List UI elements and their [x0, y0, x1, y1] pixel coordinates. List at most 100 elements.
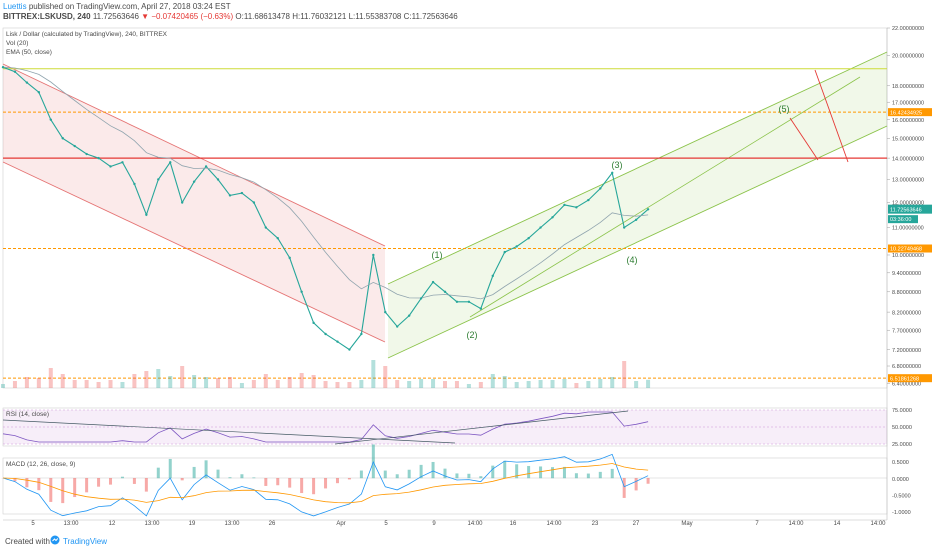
macd-histogram-bar	[503, 460, 507, 479]
countdown-bg	[888, 215, 918, 224]
price-data-point	[180, 201, 184, 204]
close-value: C:11.72563646	[403, 12, 458, 21]
high-value: H:11.76032121	[292, 12, 347, 21]
price-tick-label: 12.00000000	[892, 201, 924, 207]
price-data-point	[336, 340, 339, 343]
macd-histogram-bar	[574, 473, 578, 479]
macd-histogram-bar	[85, 478, 89, 493]
volume-bar	[502, 376, 507, 388]
volume-legend: Vol (20)	[6, 40, 28, 47]
time-tick-label: 5	[384, 521, 388, 527]
ascending-channel-fill	[388, 52, 887, 358]
volume-bar	[407, 381, 412, 388]
volume-bar	[634, 381, 639, 388]
descending-channel-bottom	[2, 161, 386, 343]
price-data-point	[539, 226, 542, 229]
volume-bar	[24, 377, 29, 388]
volume-bar	[526, 381, 531, 388]
volume-bar	[108, 380, 113, 388]
macd-histogram-bar	[335, 478, 339, 484]
macd-histogram-bar	[168, 458, 172, 479]
price-data-point	[491, 274, 494, 278]
macd-signal-line	[2, 463, 649, 504]
price-data-point	[264, 226, 268, 229]
wave-label: (5)	[779, 104, 790, 114]
level-label-text: 10.22749468	[890, 247, 922, 253]
volume-bar	[275, 380, 280, 388]
pane-border-2	[2, 457, 888, 515]
price-data-point	[646, 208, 650, 211]
volume-bar	[204, 377, 209, 388]
price-data-point	[240, 191, 244, 195]
macd-histogram-bar	[37, 478, 41, 491]
volume-bar	[538, 380, 543, 388]
macd-histogram-bar	[479, 476, 483, 479]
macd-tick-label: -0.5000	[892, 494, 911, 500]
macd-histogram-bar	[156, 467, 160, 479]
macd-histogram-bar	[455, 473, 459, 479]
macd-tick-label: -1.0000	[892, 510, 911, 516]
volume-bar	[36, 378, 41, 388]
volume-bar	[419, 379, 424, 388]
volume-bar	[96, 382, 101, 388]
volume-bar	[443, 381, 447, 388]
macd-histogram-bar	[180, 478, 184, 481]
macd-histogram-bar	[395, 474, 399, 479]
price-data-point	[49, 118, 52, 121]
volume-bar	[646, 379, 651, 388]
wave-label: (2)	[467, 330, 478, 340]
macd-histogram-bar	[419, 464, 423, 479]
volume-bar	[216, 378, 221, 388]
volume-bar	[144, 371, 149, 388]
price-data-point	[300, 290, 303, 293]
price-tick-label: 22.00000000	[892, 26, 924, 32]
macd-histogram-bar	[634, 478, 638, 491]
price-data-point	[348, 348, 351, 351]
volume-bar	[60, 374, 65, 388]
price-tick-label: 9.40000000	[892, 271, 921, 277]
time-tick-label: 13:00	[63, 521, 79, 527]
price-data-point	[384, 310, 387, 314]
open-value: O:11.68613478	[235, 12, 290, 21]
price-data-point	[192, 180, 196, 183]
macd-histogram-bar	[49, 478, 53, 502]
rsi-trendline-2	[334, 410, 629, 445]
level-label-bg	[888, 244, 932, 253]
price-data-point	[396, 325, 399, 328]
price-data-point	[455, 300, 459, 303]
volume-bar	[239, 383, 244, 388]
price-tick-label: 8.20000000	[892, 310, 921, 316]
price-data-point	[622, 226, 626, 229]
price-data-point	[443, 290, 447, 293]
macd-histogram-bar	[598, 471, 602, 479]
price-data-point	[228, 194, 232, 197]
price-chart[interactable]: 22.00000000 20.00000000 18.00000000 17.0000…	[0, 22, 932, 534]
macd-histogram-bar	[562, 466, 566, 479]
author-link[interactable]: Luettis	[3, 2, 27, 11]
price-data-point	[13, 70, 17, 73]
price-data-point	[121, 161, 124, 164]
volume-bar	[550, 380, 555, 388]
price-data-point	[25, 81, 29, 84]
macd-histogram-bar	[622, 478, 626, 498]
price-tick-label: 7.20000000	[892, 348, 921, 354]
macd-histogram-bar	[132, 478, 136, 484]
last-price-bg	[888, 204, 932, 214]
rsi-tick-label: 75.0000	[892, 408, 912, 414]
ema-line	[2, 66, 649, 300]
price-data-point	[611, 171, 614, 175]
price-data-point	[634, 218, 638, 222]
price-data-point	[407, 314, 411, 317]
time-tick-label: 16	[510, 521, 517, 527]
volume-bar	[132, 374, 137, 388]
macd-histogram-bar	[13, 478, 17, 482]
tradingview-brand-link[interactable]: TradingView	[63, 537, 108, 546]
created-with-text: Created with	[5, 537, 50, 546]
price-tick-label: 10.00000000	[892, 253, 924, 259]
macd-histogram-bar	[347, 478, 351, 480]
price-data-point	[599, 187, 602, 190]
symbol-name: BITTREX:LSKUSD, 240	[3, 12, 91, 21]
price-data-point	[431, 280, 435, 284]
macd-histogram-bar	[300, 478, 304, 494]
volume-bar	[454, 381, 459, 388]
